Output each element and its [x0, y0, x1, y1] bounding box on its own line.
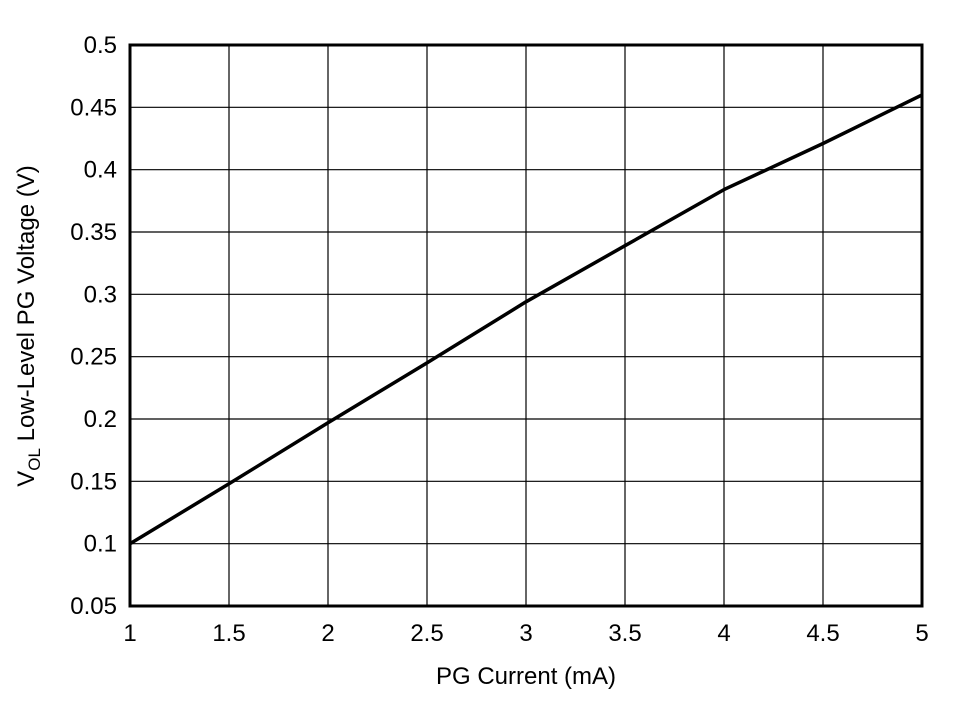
- y-tick-label: 0.2: [84, 406, 117, 433]
- x-tick-label: 2.5: [410, 620, 443, 647]
- y-tick-label: 0.25: [70, 344, 117, 371]
- x-tick-label: 3.5: [608, 620, 641, 647]
- y-tick-label: 0.1: [84, 531, 117, 558]
- x-axis-label: PG Current (mA): [436, 663, 616, 690]
- x-tick-label: 4: [717, 620, 730, 647]
- x-tick-label: 1: [123, 620, 136, 647]
- x-tick-label: 4.5: [806, 620, 839, 647]
- x-tick-label: 3: [519, 620, 532, 647]
- y-tick-label: 0.45: [70, 94, 117, 121]
- grid: [129, 44, 923, 607]
- series-group: [129, 93, 923, 546]
- y-tick-label: 0.15: [70, 468, 117, 495]
- series-line: [129, 93, 923, 546]
- y-tick-label: 0.4: [84, 157, 117, 184]
- y-tick-label: 0.05: [70, 593, 117, 620]
- y-tick-label: 0.5: [84, 32, 117, 59]
- x-tick-label: 5: [915, 620, 928, 647]
- plot-frame: [128, 43, 924, 608]
- y-tick-label: 0.35: [70, 219, 117, 246]
- x-tick-labels: 1 1.5 2 2.5 3 3.5 4 4.5 5: [123, 620, 928, 647]
- x-tick-label: 1.5: [212, 620, 245, 647]
- y-tick-label: 0.3: [84, 281, 117, 308]
- y-axis-label: VOL Low-Level PG Voltage (V): [13, 165, 44, 487]
- y-tick-labels: 0.05 0.1 0.15 0.2 0.25 0.3 0.35 0.4 0.45 0.5: [70, 32, 117, 620]
- x-tick-label: 2: [321, 620, 334, 647]
